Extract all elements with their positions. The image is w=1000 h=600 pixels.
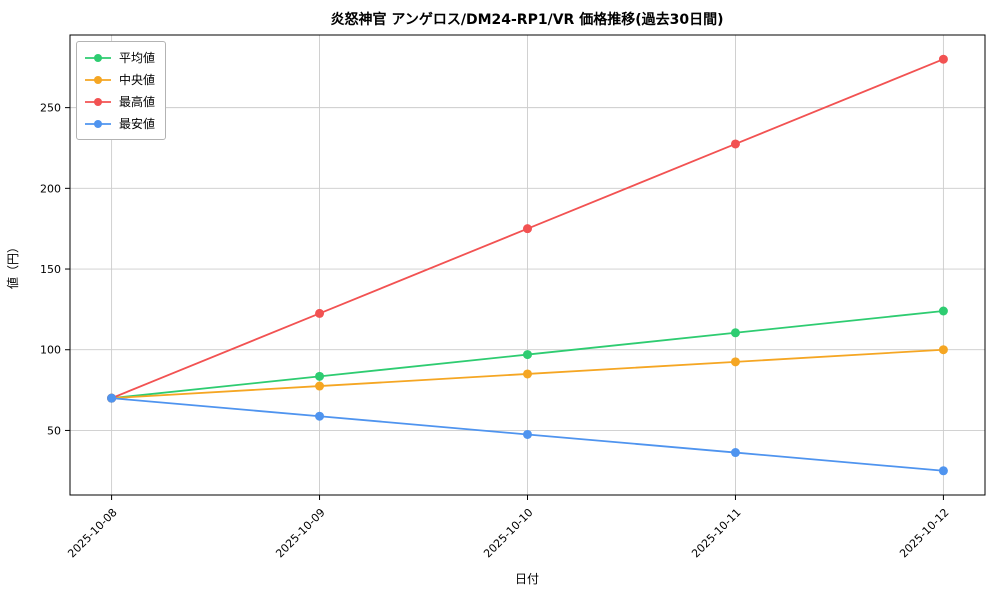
data-point-marker: [938, 306, 948, 316]
legend-marker-max-icon: [85, 97, 111, 106]
data-point-marker: [315, 371, 325, 381]
data-point-marker: [107, 393, 117, 403]
legend-marker-min-icon: [85, 119, 111, 128]
data-point-marker: [523, 429, 532, 439]
data-point-marker: [730, 448, 740, 458]
y-axis-label: 値（円）: [5, 241, 20, 289]
y-tick-label: 150: [40, 263, 61, 276]
data-point-marker: [315, 308, 325, 318]
x-tick-label: 2025-10-11: [689, 506, 743, 560]
data-point-marker: [938, 466, 948, 476]
data-point-marker: [938, 54, 948, 64]
data-point-marker: [730, 139, 740, 149]
y-tick-label: 250: [40, 102, 61, 115]
data-point-marker: [938, 345, 948, 355]
legend-label-average: 平均値: [119, 51, 156, 65]
data-point-marker: [730, 328, 740, 338]
series-layer: [107, 54, 948, 476]
data-point-marker: [523, 350, 532, 360]
x-tick-label: 2025-10-12: [897, 506, 951, 560]
legend-item-median: 中央値: [85, 71, 155, 88]
axis-tick-labels: 50 100 150 200 250 2025-10-08 2025-10-09 2025-1…: [40, 102, 952, 561]
legend-item-max: 最高値: [85, 93, 155, 110]
gridlines: [70, 35, 985, 495]
x-tick-label: 2025-10-09: [273, 506, 327, 560]
data-point-marker: [315, 411, 325, 421]
legend-label-median: 中央値: [119, 73, 156, 87]
data-point-marker: [730, 357, 740, 367]
data-point-marker: [523, 369, 532, 379]
x-axis-label: 日付: [515, 572, 539, 586]
legend-marker-median-icon: [85, 75, 111, 84]
legend-item-average: 平均値: [85, 49, 155, 66]
legend-item-min: 最安値: [85, 115, 155, 132]
legend: 平均値 中央値 最高値 最安値: [76, 41, 167, 140]
legend-marker-average-icon: [85, 53, 111, 62]
legend-label-min: 最安値: [119, 117, 156, 131]
y-tick-label: 200: [40, 182, 61, 195]
x-tick-label: 2025-10-10: [481, 506, 535, 560]
y-tick-label: 50: [47, 424, 61, 437]
data-point-marker: [523, 224, 532, 234]
data-point-marker: [315, 381, 325, 391]
legend-label-max: 最高値: [119, 95, 156, 109]
x-tick-label: 2025-10-08: [65, 506, 119, 560]
y-tick-label: 100: [40, 344, 61, 357]
axis-ticks: [65, 107, 944, 500]
chart-title: 炎怒神官 アンゲロス/DM24-RP1/VR 価格推移(過去30日間): [331, 11, 724, 28]
